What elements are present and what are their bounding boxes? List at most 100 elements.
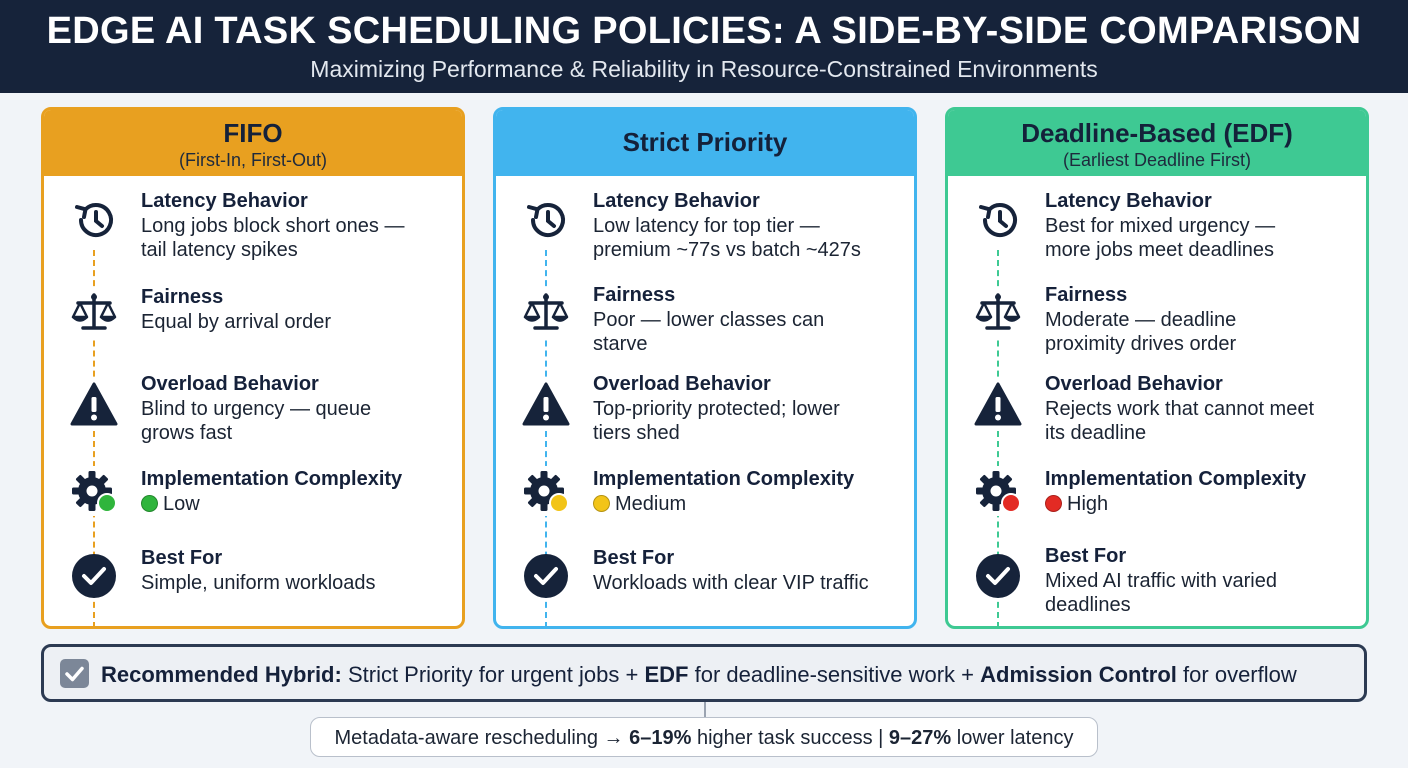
fairness-text-line: Equal by arrival order (141, 311, 332, 333)
complexity-value: Medium (593, 492, 904, 516)
gear-icon (973, 466, 1023, 516)
hybrid-label: Recommended Hybrid: (101, 662, 342, 687)
gear-icon (521, 466, 571, 516)
overload-text-line: tiers shed (593, 422, 680, 444)
strict-priority-card-header: Strict Priority (496, 110, 914, 176)
overload-text: Rejects work that cannot meet its deadli… (1045, 397, 1356, 445)
card-title: Strict Priority (622, 127, 788, 157)
history-clock-icon (973, 195, 1023, 245)
checkmark-circle-icon (69, 551, 119, 601)
green-dot-icon (141, 495, 158, 512)
dashed-connector (545, 250, 547, 626)
latency-label: Latency Behavior (593, 190, 760, 212)
complexity-label: Implementation Complexity (593, 468, 855, 490)
fifo-card-header: FIFO (First-In, First-Out) (44, 110, 462, 176)
overload-text-line: Blind to urgency — queue (141, 398, 372, 420)
red-dot-icon (1045, 495, 1062, 512)
latency-text: Best for mixed urgency — more jobs meet … (1045, 214, 1356, 262)
overload-text-line: grows fast (141, 422, 233, 444)
complexity-value-text: Low (163, 493, 200, 515)
overload-text-line: its deadline (1045, 422, 1147, 444)
latency-text: Low latency for top tier — premium ~77s … (593, 214, 904, 262)
latency-label: Latency Behavior (1045, 190, 1212, 212)
warning-icon (69, 380, 119, 430)
fifo-card: FIFO (First-In, First-Out) Latency Behav… (41, 107, 465, 629)
header-banner: EDGE AI TASK SCHEDULING POLICIES: A SIDE… (0, 0, 1408, 93)
history-clock-icon (69, 195, 119, 245)
strict-priority-card: Strict Priority Latency Behavior Low lat… (493, 107, 917, 629)
card-title: FIFO (223, 118, 283, 148)
latency-text-line: Best for mixed urgency — (1045, 215, 1276, 237)
best-for-text-line: deadlines (1045, 594, 1131, 616)
best-for-text-line: Workloads with clear VIP traffic (593, 572, 869, 594)
warning-icon (973, 380, 1023, 430)
success-text: higher task success | (696, 727, 884, 749)
latency-label: Latency Behavior (141, 190, 308, 212)
warning-icon (521, 380, 571, 430)
latency-text-line: Long jobs block short ones — (141, 215, 405, 237)
metric-prefix: Metadata-aware rescheduling → (334, 727, 624, 749)
best-for-text: Workloads with clear VIP traffic (593, 571, 904, 595)
hybrid-admission-control: Admission Control (980, 662, 1177, 687)
hybrid-part: for overflow (1183, 662, 1297, 687)
complexity-value: High (1045, 492, 1356, 516)
dashed-connector (93, 250, 95, 626)
overload-text-line: Rejects work that cannot meet (1045, 398, 1315, 420)
complexity-label: Implementation Complexity (1045, 468, 1307, 490)
edf-card-header: Deadline-Based (EDF) (Earliest Deadline … (948, 110, 1366, 176)
fairness-text-line: Poor — lower classes can (593, 309, 825, 331)
fairness-text: Poor — lower classes can starve (593, 308, 904, 356)
complexity-value: Low (141, 492, 452, 516)
fairness-label: Fairness (141, 286, 224, 308)
hybrid-edf: EDF (644, 662, 689, 687)
checkbox-icon (60, 659, 89, 688)
fairness-text: Moderate — deadline proximity drives ord… (1045, 308, 1356, 356)
card-subtitle: (Earliest Deadline First) (1062, 150, 1252, 170)
complexity-value-text: High (1067, 493, 1109, 515)
best-for-label: Best For (593, 547, 675, 569)
overload-label: Overload Behavior (1045, 373, 1223, 395)
dashed-connector (997, 250, 999, 626)
fairness-text-line: Moderate — deadline (1045, 309, 1237, 331)
latency-text-line: Low latency for top tier — (593, 215, 820, 237)
gear-icon (69, 466, 119, 516)
best-for-label: Best For (141, 547, 223, 569)
balance-scale-icon (973, 288, 1023, 338)
checkmark-circle-icon (973, 551, 1023, 601)
latency-text-line: more jobs meet deadlines (1045, 239, 1275, 261)
best-for-text: Simple, uniform workloads (141, 571, 452, 595)
metric-footer: Metadata-aware rescheduling → 6–19% high… (310, 717, 1098, 757)
overload-label: Overload Behavior (141, 373, 319, 395)
best-for-label: Best For (1045, 545, 1127, 567)
yellow-dot-icon (593, 495, 610, 512)
overload-text-line: Top-priority protected; lower (593, 398, 840, 420)
connector-line (704, 702, 706, 717)
latency-text: lower latency (956, 727, 1074, 749)
checkmark-circle-icon (521, 551, 571, 601)
best-for-text-line: Simple, uniform workloads (141, 572, 376, 594)
recommended-hybrid-banner: Recommended Hybrid: Strict Priority for … (41, 644, 1367, 702)
hybrid-part: for deadline-sensitive work + (694, 662, 975, 687)
edf-card: Deadline-Based (EDF) (Earliest Deadline … (945, 107, 1369, 629)
fairness-text: Equal by arrival order (141, 310, 452, 334)
overload-label: Overload Behavior (593, 373, 771, 395)
card-subtitle: (First-In, First-Out) (179, 150, 327, 170)
page-title: EDGE AI TASK SCHEDULING POLICIES: A SIDE… (46, 10, 1362, 52)
history-clock-icon (521, 195, 571, 245)
best-for-text: Mixed AI traffic with varied deadlines (1045, 569, 1356, 617)
balance-scale-icon (521, 288, 571, 338)
latency-text-line: premium ~77s vs batch ~427s (593, 239, 861, 261)
latency-text-line: tail latency spikes (141, 239, 298, 261)
card-title: Deadline-Based (EDF) (1021, 118, 1293, 148)
best-for-text-line: Mixed AI traffic with varied (1045, 570, 1277, 592)
overload-text: Top-priority protected; lower tiers shed (593, 397, 904, 445)
fairness-label: Fairness (1045, 284, 1128, 306)
hybrid-text: Recommended Hybrid: Strict Priority for … (101, 662, 1297, 688)
fairness-text-line: proximity drives order (1045, 333, 1237, 355)
overload-text: Blind to urgency — queue grows fast (141, 397, 452, 445)
latency-value: 9–27% (888, 727, 952, 749)
complexity-label: Implementation Complexity (141, 468, 403, 490)
success-value: 6–19% (629, 727, 692, 749)
metric-text: Metadata-aware rescheduling → 6–19% high… (311, 727, 1097, 750)
hybrid-part: Strict Priority for urgent jobs + (347, 662, 639, 687)
